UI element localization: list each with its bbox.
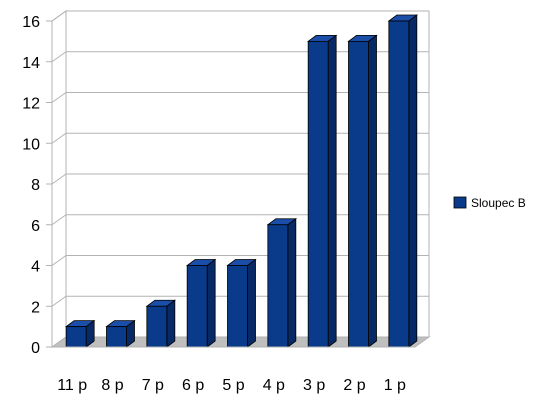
bar xyxy=(306,34,338,348)
gridline-side xyxy=(51,173,67,185)
x-tick-label: 4 p xyxy=(263,377,285,394)
bar-front xyxy=(348,40,369,348)
gridline-side xyxy=(51,255,67,266)
bar-side xyxy=(287,217,297,348)
y-tick-label: 12 xyxy=(22,96,40,113)
bar-front xyxy=(227,265,248,348)
x-tick-label: 11 p xyxy=(57,377,87,394)
bar-side xyxy=(247,258,256,348)
bar-front xyxy=(307,40,329,348)
y-tick-label: 14 xyxy=(22,55,40,72)
x-tick-label: 5 p xyxy=(222,377,244,394)
bar xyxy=(105,319,136,348)
bar xyxy=(347,34,378,348)
bar-side xyxy=(368,34,377,348)
bars xyxy=(64,14,419,348)
gridline-side xyxy=(51,92,67,103)
gridline-side xyxy=(51,214,67,226)
legend-swatch-icon xyxy=(453,196,467,209)
x-tick-label: 7 p xyxy=(142,377,164,394)
bar-side xyxy=(327,34,337,348)
y-tick-label: 2 xyxy=(31,299,40,316)
x-tick-label: 8 p xyxy=(101,377,123,394)
bar-front xyxy=(106,326,127,348)
y-tick-label: 6 xyxy=(31,218,40,235)
y-tick-label: 0 xyxy=(31,340,40,357)
bar xyxy=(185,258,217,348)
bar-side xyxy=(166,299,176,348)
bar xyxy=(64,319,96,348)
bar-front xyxy=(65,326,87,348)
bar-front xyxy=(146,305,168,348)
x-tick-label: 2 p xyxy=(343,377,365,394)
x-tick-label: 1 p xyxy=(384,377,406,394)
gridline-side xyxy=(51,51,67,63)
bar xyxy=(387,14,419,348)
x-axis: 11 p 8 p 7 p 6 p 5 p 4 p 3 p 2 p 1 p xyxy=(52,346,415,394)
bar-side xyxy=(206,258,216,348)
gridline-side xyxy=(51,132,67,144)
legend: Sloupec B xyxy=(453,196,526,210)
y-tick-label: 10 xyxy=(22,136,40,153)
y-axis: 0 2 4 6 8 10 12 14 16 xyxy=(22,14,52,357)
y-tick-label: 8 xyxy=(31,177,40,194)
bar xyxy=(266,217,298,348)
bar xyxy=(226,258,257,348)
gridline-side xyxy=(51,10,67,22)
bar-front xyxy=(267,224,289,348)
bar xyxy=(145,299,177,348)
y-tick-label: 4 xyxy=(31,259,40,276)
bar-front xyxy=(186,265,208,348)
x-tick-label: 3 p xyxy=(303,377,325,394)
bar-side xyxy=(408,14,418,348)
gridline-side xyxy=(51,295,67,307)
bar-front xyxy=(388,20,410,348)
x-tick-label: 6 p xyxy=(182,377,204,394)
y-tick-label: 16 xyxy=(22,14,40,31)
legend-label: Sloupec B xyxy=(471,196,526,210)
